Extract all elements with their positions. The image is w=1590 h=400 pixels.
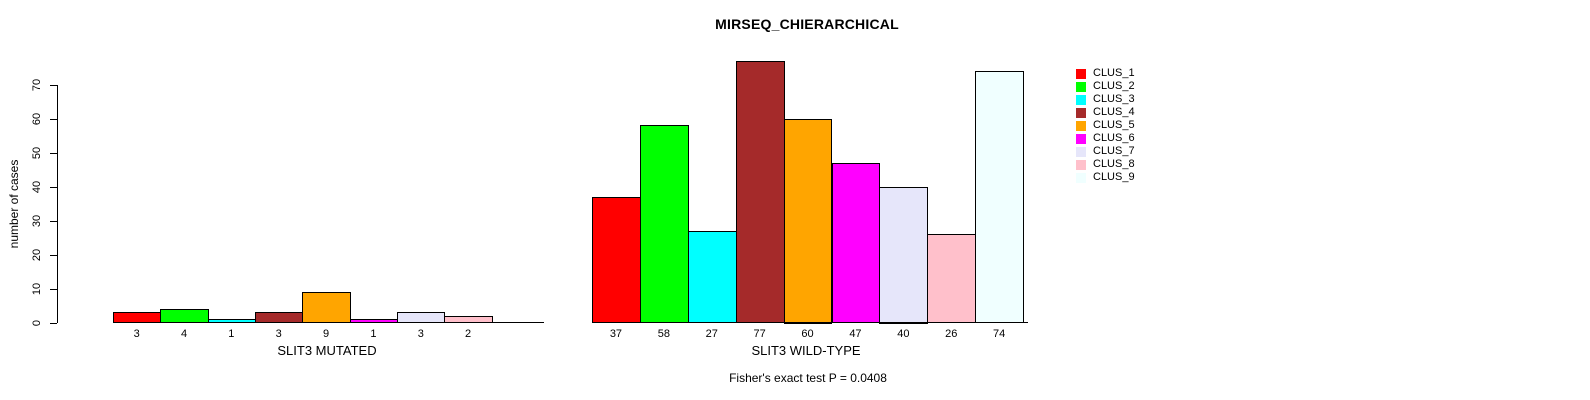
legend: CLUS_1 CLUS_2 CLUS_3 CLUS_4 CLUS_5 CLUS_6 CLUS… (1076, 67, 1135, 184)
y-tick-label: 40 (31, 180, 43, 193)
y-tick (50, 322, 57, 324)
x-category-label: 9 (323, 328, 330, 340)
y-tick-label: 70 (31, 78, 43, 91)
x-category-label: 60 (801, 328, 814, 340)
bar-clus_1 (592, 196, 641, 324)
x-axis-label-wildtype: SLIT3 WILD-TYPE (751, 343, 861, 358)
y-tick-label: 30 (31, 214, 43, 227)
x-category-label: 1 (370, 328, 377, 340)
legend-swatch (1076, 146, 1086, 157)
legend-label: CLUS_1 (1093, 67, 1135, 79)
legend-swatch (1076, 120, 1086, 131)
legend-swatch (1076, 107, 1086, 118)
x-category-label: 3 (275, 328, 282, 340)
x-category-label: 40 (897, 328, 910, 340)
x-baseline (113, 322, 545, 323)
legend-swatch (1076, 94, 1086, 105)
legend-label: CLUS_4 (1093, 106, 1135, 118)
legend-item: CLUS_5 (1076, 119, 1135, 132)
legend-item: CLUS_1 (1076, 67, 1135, 80)
fisher-test-note: Fisher's exact test P = 0.0408 (729, 371, 887, 385)
x-category-label: 3 (417, 328, 424, 340)
x-axis-label-mutated: SLIT3 MUTATED (277, 343, 377, 358)
legend-label: CLUS_7 (1093, 145, 1135, 157)
bar-clus_6 (831, 162, 881, 324)
y-tick (50, 288, 57, 290)
legend-swatch (1076, 81, 1086, 92)
x-category-label: 27 (705, 328, 718, 340)
legend-item: CLUS_3 (1076, 93, 1135, 106)
legend-swatch (1076, 159, 1086, 170)
y-tick-label: 20 (31, 248, 43, 261)
legend-label: CLUS_8 (1093, 158, 1135, 170)
x-category-label: 1 (228, 328, 235, 340)
y-tick (50, 254, 57, 256)
legend-swatch (1076, 172, 1086, 183)
bar-clus_3 (687, 230, 737, 324)
x-category-label: 47 (849, 328, 862, 340)
x-baseline (592, 322, 1029, 323)
x-category-label: 4 (180, 328, 188, 340)
legend-label: CLUS_6 (1093, 132, 1135, 144)
legend-item: CLUS_4 (1076, 106, 1135, 119)
chart-title: MIRSEQ_CHIERARCHICAL (715, 16, 899, 32)
x-category-label: 58 (657, 328, 670, 340)
legend-item: CLUS_6 (1076, 132, 1135, 145)
legend-item: CLUS_8 (1076, 158, 1135, 171)
bar-clus_7 (879, 186, 929, 324)
y-tick-label: 60 (31, 112, 43, 125)
legend-swatch (1076, 133, 1086, 144)
legend-label: CLUS_3 (1093, 93, 1135, 105)
x-category-label: 37 (609, 328, 623, 340)
y-tick (50, 84, 57, 86)
y-tick-label: 0 (31, 319, 43, 326)
legend-item: CLUS_7 (1076, 145, 1135, 158)
y-tick-label: 50 (31, 146, 43, 159)
y-tick-label: 10 (31, 282, 43, 295)
legend-item: CLUS_9 (1076, 171, 1135, 184)
x-category-label: 3 (133, 328, 140, 340)
y-tick (50, 118, 57, 120)
x-category-label: 2 (465, 328, 472, 340)
y-tick (50, 152, 57, 154)
legend-label: CLUS_5 (1093, 119, 1135, 131)
legend-swatch (1076, 68, 1086, 79)
bar-clus_2 (639, 125, 689, 324)
x-category-label: 77 (753, 328, 766, 340)
y-axis-label: number of cases (7, 159, 21, 249)
legend-label: CLUS_2 (1093, 80, 1135, 92)
bar-clus_9 (975, 70, 1025, 324)
y-tick (50, 186, 57, 188)
y-axis-line (57, 84, 58, 323)
legend-label: CLUS_9 (1093, 171, 1135, 183)
x-category-label: 26 (945, 328, 958, 340)
legend-item: CLUS_2 (1076, 80, 1135, 93)
bar-clus_5 (302, 291, 351, 324)
bar-clus_8 (927, 234, 977, 324)
y-tick (50, 220, 57, 222)
bar-clus_4 (735, 60, 785, 324)
bar-clus_5 (783, 118, 833, 324)
x-category-label: 74 (993, 328, 1006, 340)
